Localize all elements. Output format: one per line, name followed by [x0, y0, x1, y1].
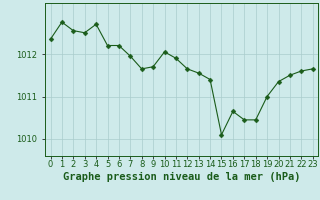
X-axis label: Graphe pression niveau de la mer (hPa): Graphe pression niveau de la mer (hPa): [63, 172, 300, 182]
